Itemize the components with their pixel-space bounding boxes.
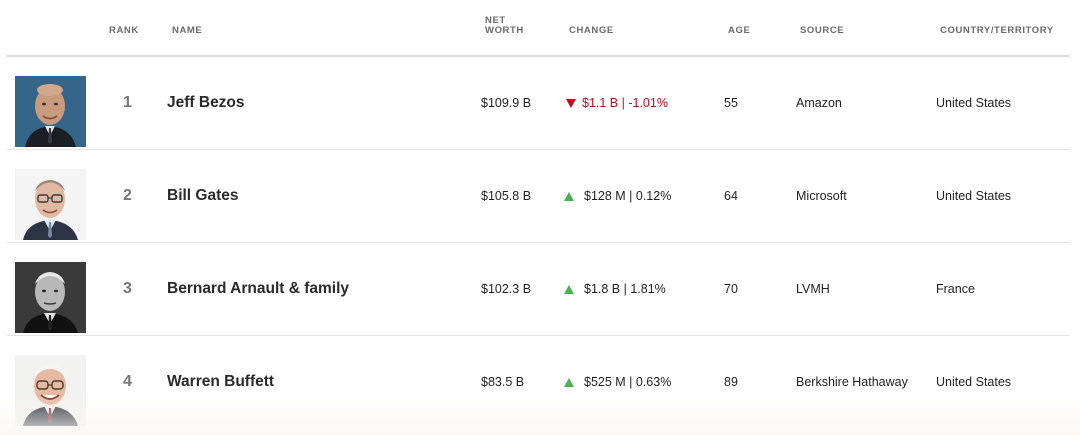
header-net-worth[interactable]: NET WORTH [485,16,535,36]
rank-value: 2 [123,187,132,204]
change-value: $1.8 B | 1.81% [564,243,666,335]
table-row[interactable]: 4 Warren Buffett $83.5 B $525 M | 0.63% … [7,336,1070,428]
country-value: France [936,282,975,296]
person-name[interactable]: Warren Buffett [167,373,275,390]
net-worth-value: $105.8 B [481,189,532,203]
portrait-photo[interactable] [15,262,86,333]
header-name[interactable]: NAME [172,25,203,36]
table-row[interactable]: 2 Bill Gates $105.8 B $128 M | 0.12% 64 … [7,150,1070,243]
country-value: United States [936,96,1012,110]
person-name[interactable]: Bernard Arnault & family [167,280,350,297]
country-value: United States [936,189,1012,203]
change-value: $525 M | 0.63% [564,336,671,428]
net-worth-value: $109.9 B [481,96,532,110]
change-value: $1.1 B | -1.01% [566,57,668,149]
arrow-up-icon [564,191,574,201]
portrait-bezos-image [15,76,86,147]
change-text: $1.8 B | 1.81% [584,282,666,296]
source-value: Amazon [796,96,842,110]
age-value: 55 [724,96,738,110]
header-net-worth-line2: WORTH [485,25,524,36]
table-header: RANK NAME NET WORTH CHANGE AGE SOURCE COU… [7,0,1070,57]
header-rank[interactable]: RANK [109,25,139,36]
portrait-gates-image [15,169,86,240]
table-row[interactable]: 1 Jeff Bezos $109.9 B $1.1 B | -1.01% 55… [7,57,1070,150]
portrait-arnault-image [15,262,86,333]
rank-value: 3 [123,280,132,297]
portrait-photo[interactable] [15,169,86,240]
header-age[interactable]: AGE [728,25,751,36]
table-row[interactable]: 3 Bernard Arnault & family $102.3 B $1.8… [7,243,1070,336]
arrow-up-icon [564,284,574,294]
arrow-up-icon [564,377,574,387]
header-source[interactable]: SOURCE [800,25,845,36]
age-value: 89 [724,375,738,389]
change-text: $525 M | 0.63% [584,375,672,389]
person-name[interactable]: Bill Gates [167,187,239,204]
source-value: LVMH [796,282,830,296]
change-value: $128 M | 0.12% [564,150,671,242]
rank-value: 1 [123,94,132,111]
portrait-photo[interactable] [15,76,86,147]
person-name[interactable]: Jeff Bezos [167,94,245,111]
arrow-down-icon [566,98,576,108]
source-value: Berkshire Hathaway [796,375,908,389]
age-value: 70 [724,282,738,296]
header-change[interactable]: CHANGE [569,25,614,36]
portrait-buffett-image [15,355,86,426]
portrait-photo[interactable] [15,355,86,426]
source-value: Microsoft [796,189,847,203]
header-country[interactable]: COUNTRY/TERRITORY [940,25,1054,36]
billionaires-table: RANK NAME NET WORTH CHANGE AGE SOURCE COU… [7,0,1070,435]
country-value: United States [936,375,1012,389]
change-text: $1.1 B | -1.01% [582,96,668,110]
change-text: $128 M | 0.12% [584,189,672,203]
header-net-worth-line1: NET [485,15,506,26]
net-worth-value: $102.3 B [481,282,532,296]
age-value: 64 [724,189,738,203]
net-worth-value: $83.5 B [481,375,525,389]
rank-value: 4 [123,373,132,390]
